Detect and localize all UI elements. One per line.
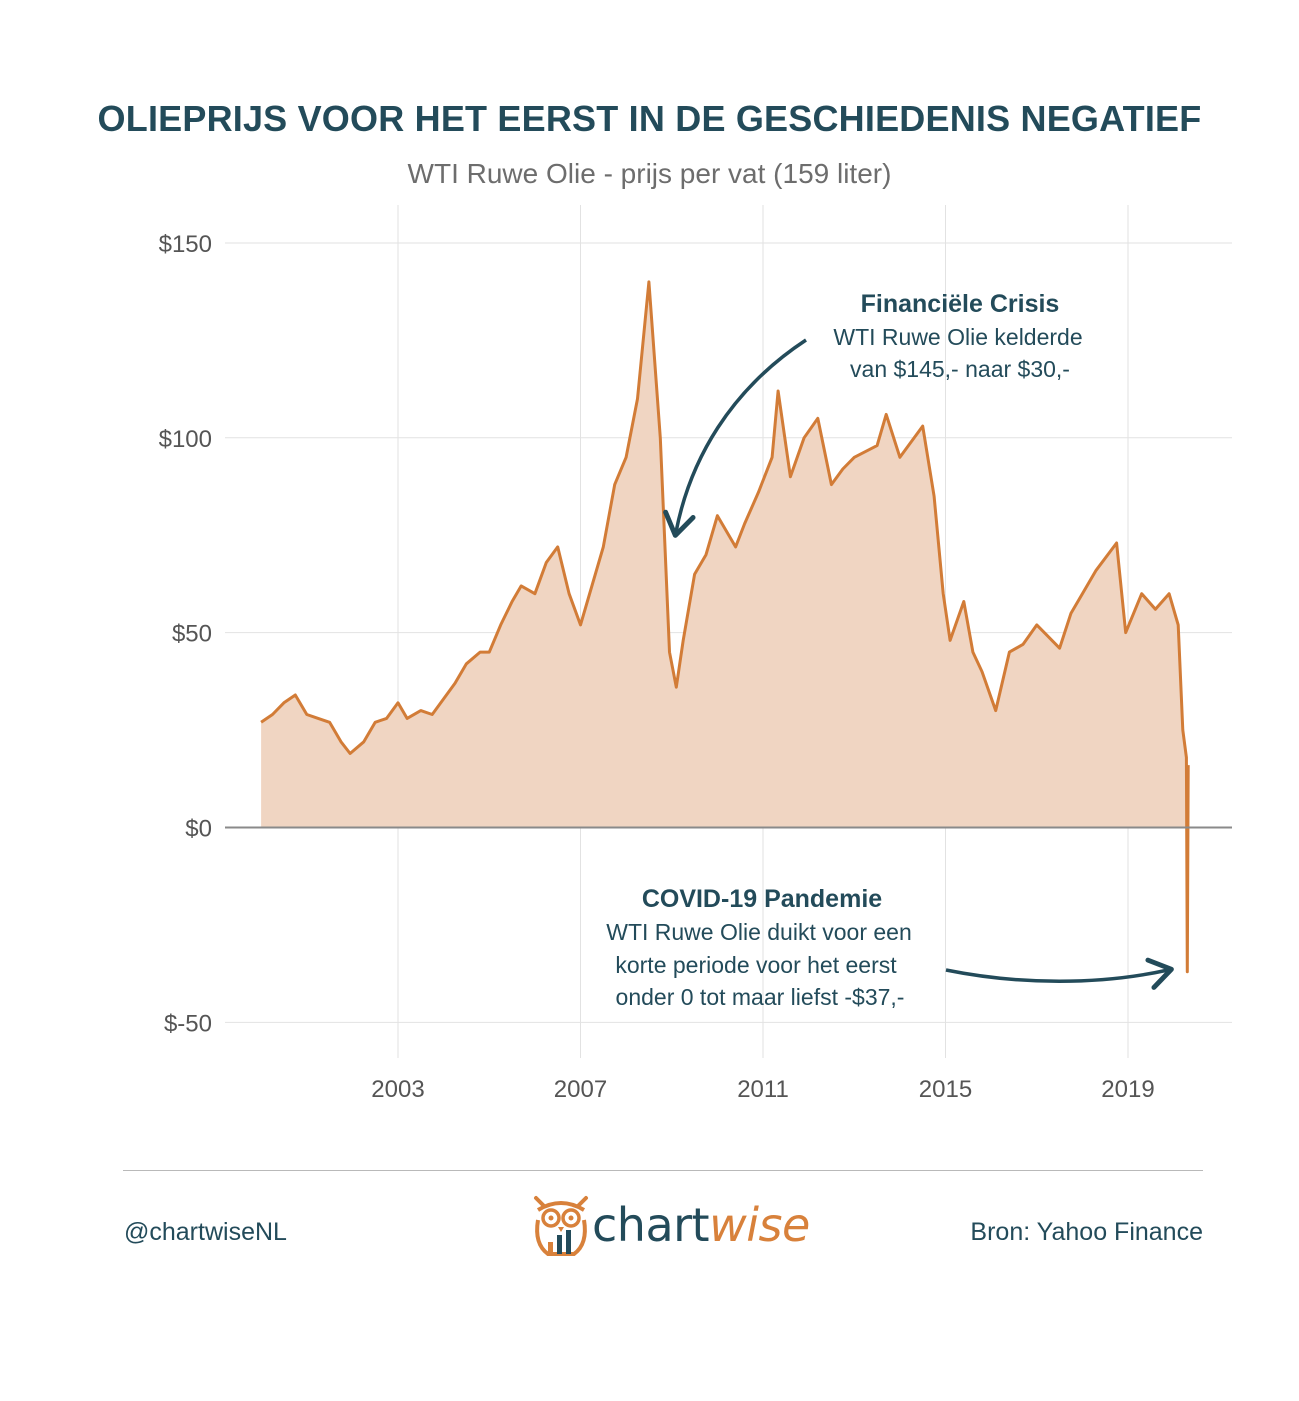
x-tick-label: 2015 — [919, 1076, 972, 1103]
y-tick-label: $50 — [172, 621, 212, 648]
covid-arrow — [945, 957, 1174, 990]
price-line — [260, 280, 1190, 974]
chart-subtitle: WTI Ruwe Olie - prijs per vat (159 liter… — [407, 158, 892, 189]
price-area — [260, 280, 1190, 974]
covid-annotation-title: COVID-19 Pandemie — [642, 885, 882, 913]
footer-divider — [123, 1170, 1203, 1171]
oil-price-chart: $150 $100 $50 $0 $-50 2003 2007 2011 2015 2019 Fi… — [159, 205, 1232, 1103]
owl-icon — [534, 1196, 588, 1256]
crisis-annotation-line-2: van $145,- naar $30,- — [850, 356, 1070, 382]
twitter-handle[interactable]: @chartwiseNL — [124, 1218, 287, 1246]
data-source: Bron: Yahoo Finance — [970, 1218, 1203, 1246]
y-tick-label: $-50 — [164, 1010, 212, 1037]
covid-annotation-line-3: onder 0 tot maar liefst -$37,- — [616, 984, 905, 1010]
y-tick-label: $100 — [159, 426, 212, 453]
logo-wordmark: chartwise — [592, 1198, 810, 1252]
logo-word-main: chart — [592, 1198, 710, 1252]
x-tick-label: 2011 — [737, 1076, 789, 1103]
chart-title: OLIEPRIJS VOOR HET EERST IN DE GESCHIEDE… — [97, 98, 1202, 139]
x-tick-label: 2019 — [1101, 1076, 1154, 1103]
axes: $150 $100 $50 $0 $-50 2003 2007 2011 2015 2019 — [159, 231, 1232, 1103]
price-area-fill — [261, 281, 1189, 828]
crisis-arrow — [663, 338, 807, 538]
y-tick-label: $150 — [159, 231, 212, 258]
x-tick-label: 2003 — [371, 1076, 424, 1103]
crisis-annotation-line-1: WTI Ruwe Olie kelderde — [833, 324, 1082, 350]
crisis-annotation-title: Financiële Crisis — [861, 290, 1060, 318]
annotations: Financiële Crisis WTI Ruwe Olie kelderde… — [606, 290, 1174, 1010]
chartwise-logo: chartwise — [530, 1190, 820, 1265]
covid-annotation-line-1: WTI Ruwe Olie duikt voor een — [606, 919, 912, 945]
covid-annotation-line-2: korte periode voor het eerst — [615, 952, 897, 978]
logo-word-accent: wise — [709, 1198, 810, 1252]
y-tick-label: $0 — [185, 816, 212, 843]
x-tick-label: 2007 — [554, 1076, 607, 1103]
